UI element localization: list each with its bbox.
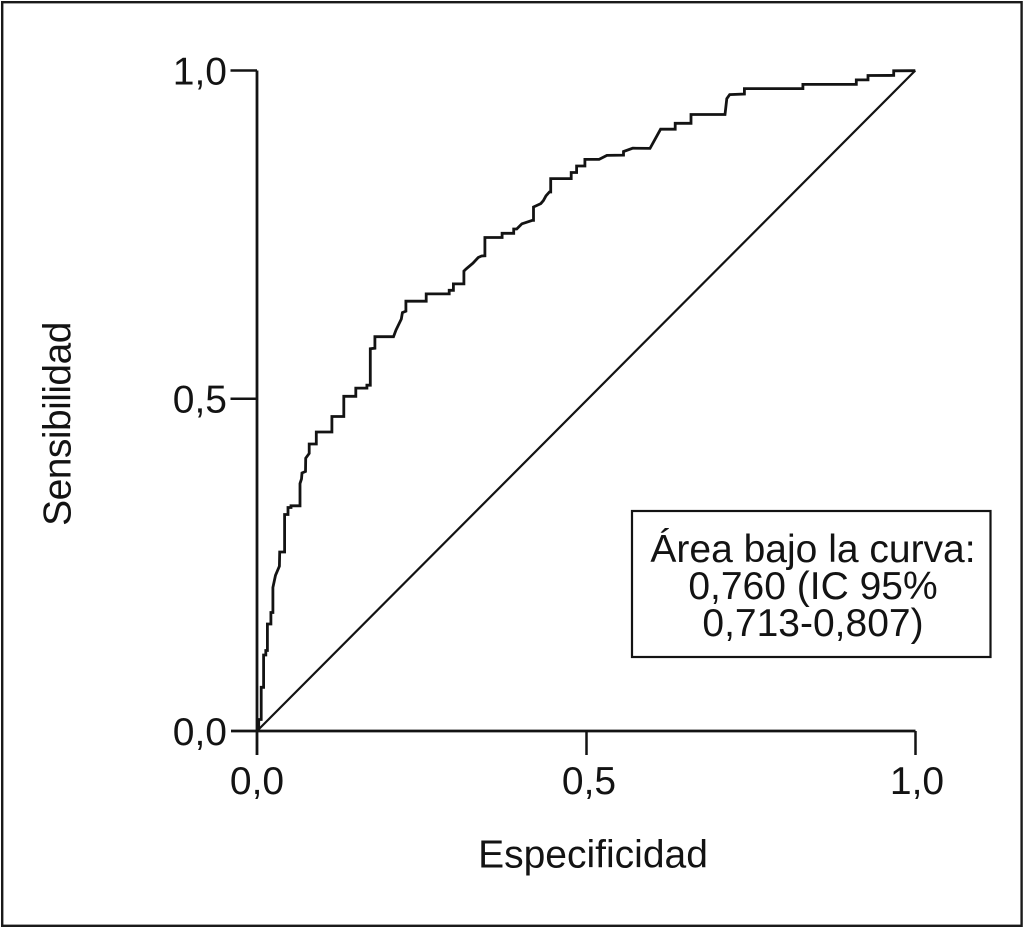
svg-text:Sensibilidad: Sensibilidad <box>37 322 80 526</box>
svg-text:0,713-0,807): 0,713-0,807) <box>702 602 923 645</box>
svg-text:0,5: 0,5 <box>173 379 227 422</box>
svg-text:1,0: 1,0 <box>890 760 944 803</box>
svg-text:Área bajo la curva:: Área bajo la curva: <box>650 528 975 571</box>
svg-text:0,760 (IC 95%: 0,760 (IC 95% <box>688 565 937 608</box>
svg-text:0,5: 0,5 <box>562 760 616 803</box>
svg-text:0,0: 0,0 <box>173 711 227 754</box>
svg-text:Especificidad: Especificidad <box>478 834 708 877</box>
svg-text:1,0: 1,0 <box>173 50 227 93</box>
svg-text:0,0: 0,0 <box>230 760 284 803</box>
